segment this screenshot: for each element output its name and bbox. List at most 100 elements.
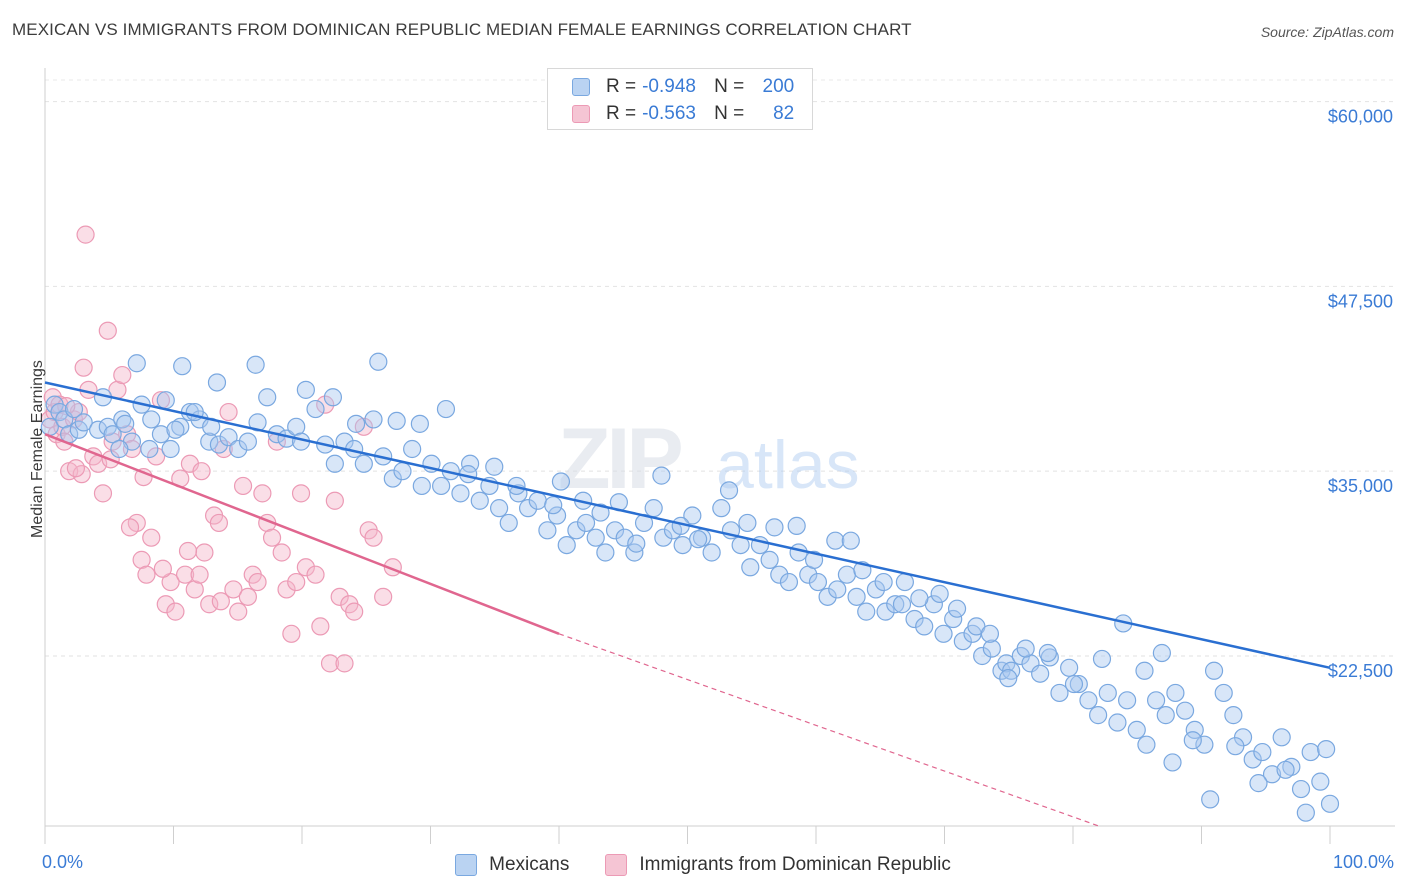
dominican-point bbox=[253, 484, 272, 503]
mexican-point bbox=[1317, 740, 1336, 759]
mexican-point bbox=[1137, 735, 1156, 754]
y-tick-label: $47,500 bbox=[1328, 291, 1393, 311]
watermark-zip: ZIP bbox=[558, 411, 681, 507]
dominican-point bbox=[291, 484, 311, 503]
n-value: 200 bbox=[762, 76, 795, 97]
mexican-point bbox=[876, 602, 895, 621]
mexican-point bbox=[847, 587, 866, 606]
mexican-point bbox=[116, 414, 135, 433]
mexican-point bbox=[323, 388, 343, 407]
mexican-point bbox=[1166, 683, 1185, 703]
dominican-point bbox=[287, 572, 306, 592]
mexican-point bbox=[934, 624, 953, 643]
dominican-point bbox=[93, 484, 113, 503]
stats-row-mexicans: R = -0.948 N = 200 bbox=[572, 74, 794, 100]
mexican-point bbox=[161, 439, 180, 459]
mexican-point bbox=[765, 518, 784, 537]
mexican-point bbox=[591, 503, 610, 522]
dominican-point bbox=[345, 602, 364, 621]
mexican-point bbox=[544, 496, 563, 515]
dominican-trend-line bbox=[44, 433, 560, 635]
dominican-point bbox=[76, 225, 95, 244]
dominican-point bbox=[43, 388, 62, 407]
mexican-point bbox=[828, 580, 847, 599]
mexican-point bbox=[1204, 661, 1224, 680]
mexican-point bbox=[738, 513, 757, 533]
mexican-point bbox=[1320, 794, 1340, 813]
mexican-point bbox=[576, 513, 596, 533]
source-credit[interactable]: Source: ZipAtlas.com bbox=[1261, 24, 1394, 40]
mexican-point bbox=[142, 410, 161, 429]
n-label: N = bbox=[714, 103, 745, 124]
mexican-point bbox=[1214, 683, 1233, 703]
dominican-point bbox=[320, 654, 340, 673]
mexican-point bbox=[1175, 701, 1195, 720]
r-value: -0.948 bbox=[642, 76, 696, 97]
mexican-point bbox=[930, 584, 949, 603]
source-name: ZipAtlas.com bbox=[1313, 24, 1394, 40]
dominican-point bbox=[306, 565, 325, 584]
dominican-point bbox=[209, 513, 229, 533]
legend-item-mexicans[interactable]: Mexicans bbox=[455, 854, 569, 876]
mexican-point bbox=[1108, 713, 1127, 732]
legend-swatch-dominican bbox=[605, 854, 628, 876]
n-label: N = bbox=[714, 76, 745, 97]
mexican-point bbox=[719, 481, 739, 500]
dominican-point bbox=[325, 491, 344, 510]
dominican-point bbox=[311, 617, 330, 636]
mexican-point bbox=[1060, 658, 1079, 677]
dominican-point bbox=[178, 541, 198, 561]
dominican-point bbox=[166, 602, 185, 621]
mexican-point bbox=[103, 425, 122, 444]
mexican-point bbox=[886, 595, 905, 614]
mexican-point bbox=[1243, 750, 1262, 769]
dominican-point bbox=[66, 459, 86, 478]
mexican-point bbox=[209, 435, 229, 454]
mexican-point bbox=[1262, 765, 1282, 784]
mexican-point bbox=[837, 565, 857, 584]
legend-swatch-mexicans bbox=[455, 854, 478, 876]
dominican-point bbox=[296, 558, 315, 577]
mexican-point bbox=[1146, 691, 1166, 710]
dominican-point bbox=[161, 572, 180, 592]
mexican-point bbox=[615, 528, 634, 547]
mexican-point bbox=[779, 572, 799, 592]
dominican-point bbox=[113, 365, 132, 385]
mexican-point bbox=[173, 357, 192, 376]
n-value: 82 bbox=[773, 103, 795, 124]
mexican-point bbox=[518, 499, 538, 518]
mexican-point bbox=[110, 439, 129, 459]
stats-swatch-mexicans bbox=[572, 78, 590, 96]
mexican-point bbox=[364, 410, 383, 429]
mexican-point bbox=[567, 521, 586, 540]
mexican-point bbox=[1156, 706, 1175, 725]
dominican-point bbox=[219, 402, 238, 422]
mexican-point bbox=[605, 521, 625, 540]
mexican-point bbox=[451, 484, 470, 503]
dominican-point bbox=[175, 565, 195, 584]
mexican-point bbox=[770, 565, 789, 584]
mexican-point bbox=[1079, 691, 1098, 710]
mexican-point bbox=[1152, 643, 1171, 663]
mexican-point bbox=[982, 639, 1001, 658]
mexican-point bbox=[673, 535, 692, 555]
mexican-point bbox=[151, 425, 171, 444]
mexican-point bbox=[874, 572, 893, 592]
mexican-point bbox=[410, 414, 429, 433]
mexican-point bbox=[652, 466, 671, 485]
mexican-point bbox=[944, 609, 963, 629]
mexican-point bbox=[804, 550, 824, 569]
mexican-point bbox=[1098, 683, 1117, 703]
mexican-point bbox=[1031, 664, 1050, 683]
series-dominican-points bbox=[40, 225, 402, 673]
dominican-point bbox=[229, 602, 248, 621]
legend-item-dominican[interactable]: Immigrants from Dominican Republic bbox=[605, 854, 951, 876]
watermark: ZIP atlas bbox=[558, 411, 860, 507]
mexican-point bbox=[1296, 803, 1315, 822]
mexican-point bbox=[238, 432, 257, 451]
mexican-point bbox=[354, 454, 373, 473]
dominican-point bbox=[195, 543, 214, 562]
dominican-point bbox=[156, 595, 175, 614]
mexican-point bbox=[207, 373, 227, 392]
mexican-point bbox=[1291, 779, 1311, 799]
